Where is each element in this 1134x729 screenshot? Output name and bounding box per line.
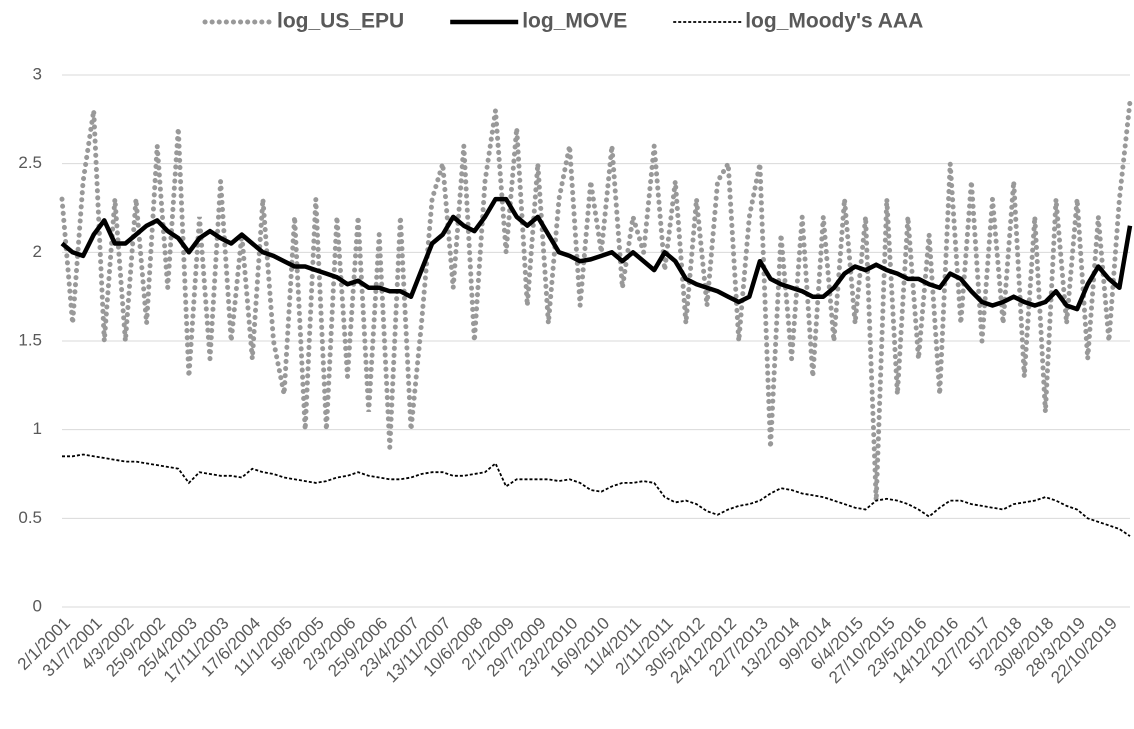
legend-label: log_Moody's AAA [745,10,923,33]
series-line [62,453,1131,537]
y-tick-label: 2 [33,242,42,261]
y-tick-label: 0 [33,596,42,615]
legend-label: log_US_EPU [277,10,404,33]
y-tick-label: 2.5 [18,153,42,172]
legend-item: log_Moody's AAA [673,10,923,33]
y-tick-label: 3 [33,64,42,83]
y-tick-label: 0.5 [18,508,42,527]
legend-item: log_MOVE [450,10,627,33]
legend-item: log_US_EPU [202,10,404,33]
y-tick-label: 1.5 [18,330,42,349]
series-line [60,196,1133,312]
y-tick-label: 1 [33,419,42,438]
series-line [59,99,1133,501]
legend-label: log_MOVE [522,10,627,33]
